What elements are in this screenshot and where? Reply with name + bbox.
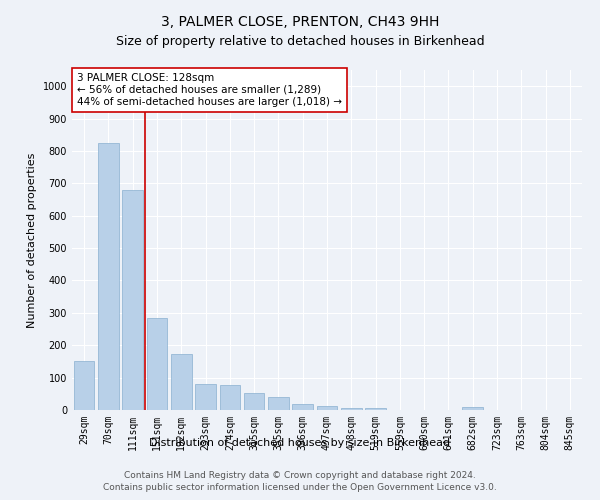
Bar xyxy=(220,384,240,410)
Text: Distribution of detached houses by size in Birkenhead: Distribution of detached houses by size … xyxy=(149,438,451,448)
Y-axis label: Number of detached properties: Number of detached properties xyxy=(27,152,37,328)
Bar xyxy=(146,318,167,410)
Bar xyxy=(341,408,362,410)
Text: Size of property relative to detached houses in Birkenhead: Size of property relative to detached ho… xyxy=(116,35,484,48)
Bar xyxy=(463,407,483,410)
Bar xyxy=(317,406,337,410)
Bar xyxy=(195,384,216,410)
Text: Contains public sector information licensed under the Open Government Licence v3: Contains public sector information licen… xyxy=(103,484,497,492)
Text: 3 PALMER CLOSE: 128sqm
← 56% of detached houses are smaller (1,289)
44% of semi-: 3 PALMER CLOSE: 128sqm ← 56% of detached… xyxy=(77,74,342,106)
Text: 3, PALMER CLOSE, PRENTON, CH43 9HH: 3, PALMER CLOSE, PRENTON, CH43 9HH xyxy=(161,15,439,29)
Bar xyxy=(244,393,265,410)
Text: Contains HM Land Registry data © Crown copyright and database right 2024.: Contains HM Land Registry data © Crown c… xyxy=(124,471,476,480)
Bar xyxy=(122,190,143,410)
Bar xyxy=(74,362,94,410)
Bar xyxy=(365,408,386,410)
Bar xyxy=(292,404,313,410)
Bar xyxy=(98,143,119,410)
Bar xyxy=(171,354,191,410)
Bar xyxy=(268,397,289,410)
